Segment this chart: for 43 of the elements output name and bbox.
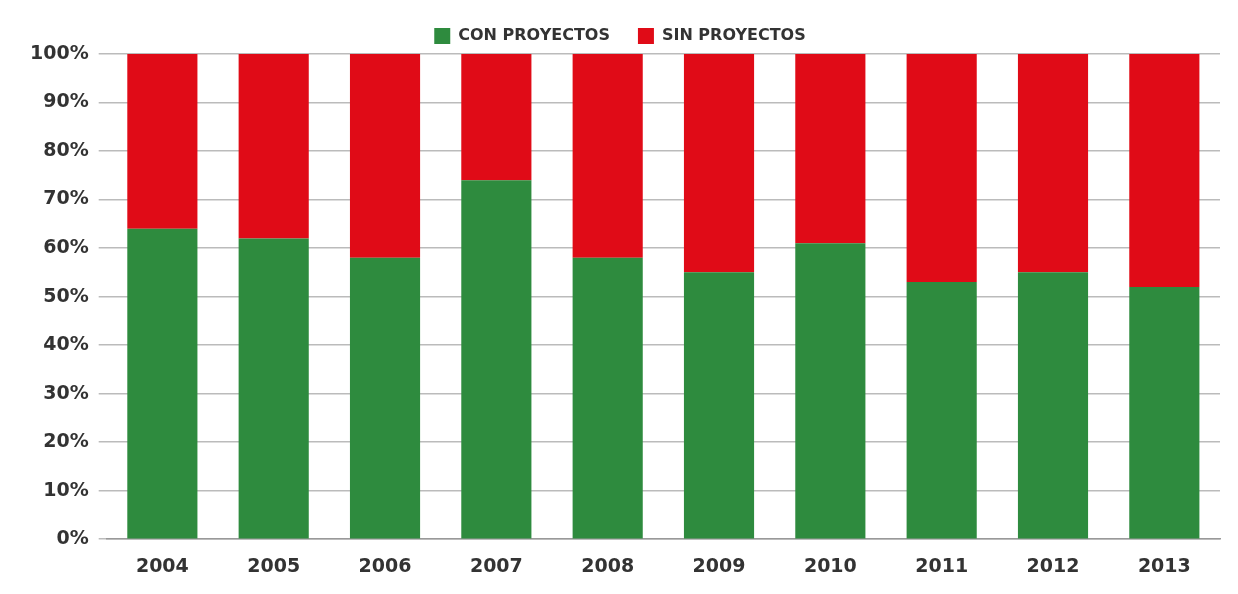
y-tick-label: 60% [43,235,89,258]
bar [1017,54,1089,273]
bar [572,54,643,258]
y-tick-label: 20% [43,429,89,452]
x-tick-label: 2010 [803,553,857,576]
x-tick-label: 2009 [692,553,746,576]
y-tick-label: 100% [29,40,89,63]
y-tick-label: 70% [43,186,89,209]
bar [906,54,977,283]
x-tick-label: 2011 [915,553,969,576]
y-tick-label: 80% [43,137,89,160]
bar [461,180,532,539]
y-tick-label: 10% [43,477,89,500]
x-tick-label: 2007 [469,553,523,576]
bar [795,243,866,539]
y-tick-label: 90% [43,89,89,112]
bar [349,54,421,258]
x-tick-label: 2012 [1026,553,1080,576]
bar [238,54,309,239]
x-tick-label: 2006 [358,553,412,576]
bar [795,54,866,244]
legend-label: SIN PROYECTOS [661,25,806,45]
bar [127,228,198,539]
bar [572,257,643,539]
y-tick-label: 50% [43,283,89,306]
bar [683,272,755,539]
x-tick-label: 2008 [581,553,635,576]
bar [1129,286,1200,539]
bar [238,238,309,539]
x-tick-label: 2005 [247,553,301,576]
bar [349,257,421,539]
bar [683,54,755,273]
bar [127,54,198,229]
legend-label: CON PROYECTOS [458,25,610,45]
x-tick-label: 2004 [135,553,189,576]
y-tick-label: 0% [56,526,89,549]
bar [1129,54,1200,287]
bar [1017,272,1089,539]
y-tick-label: 30% [43,380,89,403]
y-tick-label: 40% [43,332,89,355]
bar [461,54,532,181]
x-tick-label: 2013 [1137,553,1191,576]
bar [906,282,977,539]
